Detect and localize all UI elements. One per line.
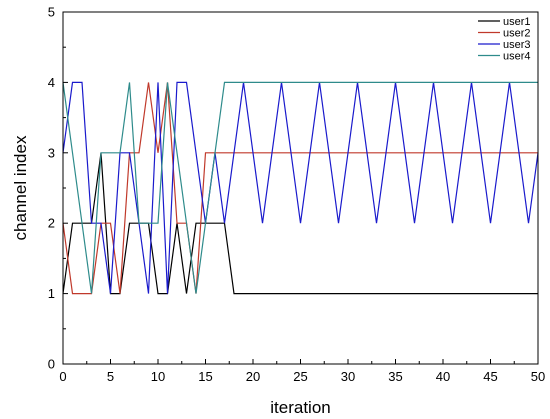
y-tick-label: 1 [48, 286, 55, 301]
x-tick-label: 40 [436, 369, 450, 384]
series-line-user1 [62, 152, 538, 295]
x-tick-label: 5 [107, 369, 114, 384]
y-tick-label: 2 [48, 216, 55, 231]
y-tick-label: 5 [48, 5, 55, 20]
x-tick-label: 10 [151, 369, 165, 384]
x-tick-label: 25 [293, 369, 307, 384]
legend-label-user1: user1 [503, 16, 531, 28]
legend-label-user3: user3 [503, 39, 531, 51]
x-tick-label: 50 [531, 369, 545, 384]
y-tick-label: 3 [48, 145, 55, 160]
x-tick-label: 45 [483, 369, 497, 384]
y-tick-label: 0 [48, 357, 55, 372]
x-tick-label: 20 [246, 369, 260, 384]
x-tick-label: 0 [59, 369, 66, 384]
x-tick-label: 35 [388, 369, 402, 384]
x-tick-label: 15 [198, 369, 212, 384]
y-tick-label: 4 [48, 75, 55, 90]
x-axis-title: iteration [270, 398, 330, 417]
series-line-user4 [62, 81, 538, 294]
series-line-user3 [62, 81, 539, 294]
series-layer [62, 81, 539, 295]
legend-label-user2: user2 [503, 28, 531, 40]
x-tick-label: 30 [341, 369, 355, 384]
y-axis-title: channel index [11, 135, 30, 240]
legend-label-user4: user4 [503, 51, 531, 63]
